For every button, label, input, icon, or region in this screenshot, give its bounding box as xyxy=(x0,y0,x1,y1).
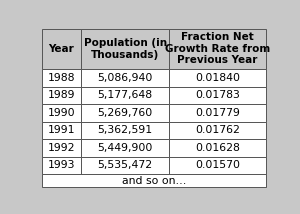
Text: 1990: 1990 xyxy=(47,108,75,118)
Bar xyxy=(169,87,266,104)
Bar xyxy=(81,122,169,139)
Text: 0.01840: 0.01840 xyxy=(195,73,240,83)
Bar xyxy=(169,104,266,122)
Bar xyxy=(42,139,81,156)
Bar xyxy=(42,156,81,174)
Bar xyxy=(42,29,81,69)
Text: 1988: 1988 xyxy=(47,73,75,83)
Text: and so on…: and so on… xyxy=(122,176,186,186)
Bar xyxy=(42,104,81,122)
Bar xyxy=(169,29,266,69)
Text: 1993: 1993 xyxy=(47,160,75,170)
Text: 0.01570: 0.01570 xyxy=(195,160,240,170)
Bar xyxy=(42,174,266,187)
Text: 1989: 1989 xyxy=(47,90,75,100)
Bar xyxy=(169,69,266,87)
Text: Fraction Net
Growth Rate from
Previous Year: Fraction Net Growth Rate from Previous Y… xyxy=(165,32,270,65)
Text: 5,535,472: 5,535,472 xyxy=(98,160,153,170)
Text: 0.01628: 0.01628 xyxy=(195,143,240,153)
Text: 5,177,648: 5,177,648 xyxy=(98,90,153,100)
Bar xyxy=(169,156,266,174)
Text: 5,086,940: 5,086,940 xyxy=(98,73,153,83)
Bar xyxy=(81,29,169,69)
Text: 1991: 1991 xyxy=(47,125,75,135)
Text: 5,449,900: 5,449,900 xyxy=(98,143,153,153)
Bar xyxy=(81,104,169,122)
Bar xyxy=(169,122,266,139)
Text: Year: Year xyxy=(48,44,74,54)
Text: 0.01762: 0.01762 xyxy=(195,125,240,135)
Text: 5,269,760: 5,269,760 xyxy=(98,108,153,118)
Bar xyxy=(42,69,81,87)
Bar xyxy=(81,69,169,87)
Bar xyxy=(42,87,81,104)
Text: Population (in
Thousands): Population (in Thousands) xyxy=(84,38,167,60)
Bar xyxy=(42,122,81,139)
Bar xyxy=(169,139,266,156)
Bar xyxy=(81,87,169,104)
Bar xyxy=(81,139,169,156)
Text: 0.01779: 0.01779 xyxy=(195,108,240,118)
Text: 1992: 1992 xyxy=(47,143,75,153)
Bar xyxy=(81,156,169,174)
Text: 5,362,591: 5,362,591 xyxy=(98,125,153,135)
Text: 0.01783: 0.01783 xyxy=(195,90,240,100)
